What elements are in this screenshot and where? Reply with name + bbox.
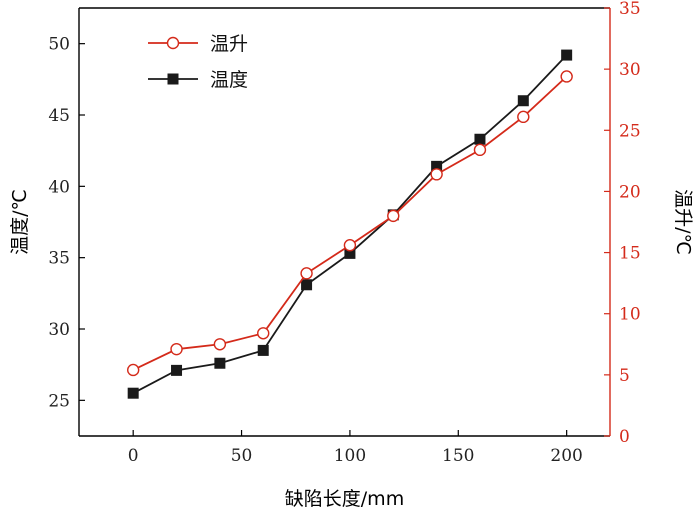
- x-tick-label: 50: [231, 446, 253, 466]
- right-y-axis-label: 温升/℃: [672, 189, 694, 255]
- left-y-tick-label: 30: [48, 320, 70, 340]
- data-point-temperature: [344, 247, 356, 259]
- data-point-temperature: [171, 364, 183, 376]
- data-point-temperature: [301, 279, 313, 291]
- legend-label: 温度: [210, 69, 248, 91]
- data-point-temperature-rise: [560, 70, 573, 83]
- right-y-tick-label: 20: [619, 182, 641, 202]
- left-y-tick-label: 40: [48, 177, 70, 197]
- left-y-tick-label: 25: [48, 391, 70, 411]
- right-y-tick-label: 0: [619, 427, 630, 447]
- data-point-temperature: [561, 49, 573, 61]
- left-y-tick-label: 35: [48, 249, 70, 269]
- legend-entry-temperature-rise: 温升: [148, 33, 248, 55]
- x-tick-label: 100: [334, 446, 366, 466]
- data-point-temperature-rise: [170, 342, 183, 356]
- data-point-temperature: [214, 357, 226, 369]
- series-layer: [126, 49, 573, 399]
- left-y-tick-label: 45: [48, 106, 70, 126]
- data-point-temperature-rise: [343, 239, 357, 252]
- data-point-temperature-rise: [387, 209, 400, 223]
- legend-entry-temperature: 温度: [148, 69, 248, 91]
- x-tick-label: 0: [128, 446, 139, 466]
- left-y-axis-label: 温度/℃: [9, 189, 31, 255]
- data-point-temperature-rise: [473, 143, 487, 157]
- axes: 0 50 100 150 200 25 30 35 40 45 50 0 5 10 15 20 25 30 35: [48, 0, 640, 466]
- data-point-temperature-rise: [126, 363, 140, 377]
- data-point-temperature: [257, 344, 269, 356]
- right-y-tick-label: 10: [619, 305, 641, 325]
- right-y-tick-label: 30: [619, 60, 641, 80]
- right-y-tick-label: 25: [619, 121, 641, 141]
- legend-label: 温升: [210, 33, 248, 55]
- x-tick-label: 150: [442, 446, 474, 466]
- data-point-temperature-rise: [300, 267, 313, 280]
- right-y-tick-label: 5: [619, 366, 630, 386]
- x-tick-label: 200: [550, 446, 582, 466]
- data-point-temperature-rise: [213, 338, 227, 351]
- data-point-temperature: [127, 387, 139, 399]
- series-line-temperature: [132, 54, 568, 394]
- x-axis-label: 缺陷长度/mm: [285, 488, 404, 510]
- data-point-temperature: [474, 133, 486, 145]
- legend-marker: [166, 36, 180, 50]
- data-point-temperature-rise: [430, 168, 443, 181]
- right-y-tick-label: 15: [619, 244, 641, 264]
- data-point-temperature: [431, 160, 443, 172]
- data-point-temperature: [517, 95, 529, 107]
- legend-marker: [167, 73, 179, 85]
- left-y-tick-label: 50: [48, 35, 70, 55]
- data-point-temperature-rise: [257, 327, 270, 340]
- data-point-temperature-rise: [517, 110, 530, 124]
- right-y-tick-label: 35: [619, 0, 641, 19]
